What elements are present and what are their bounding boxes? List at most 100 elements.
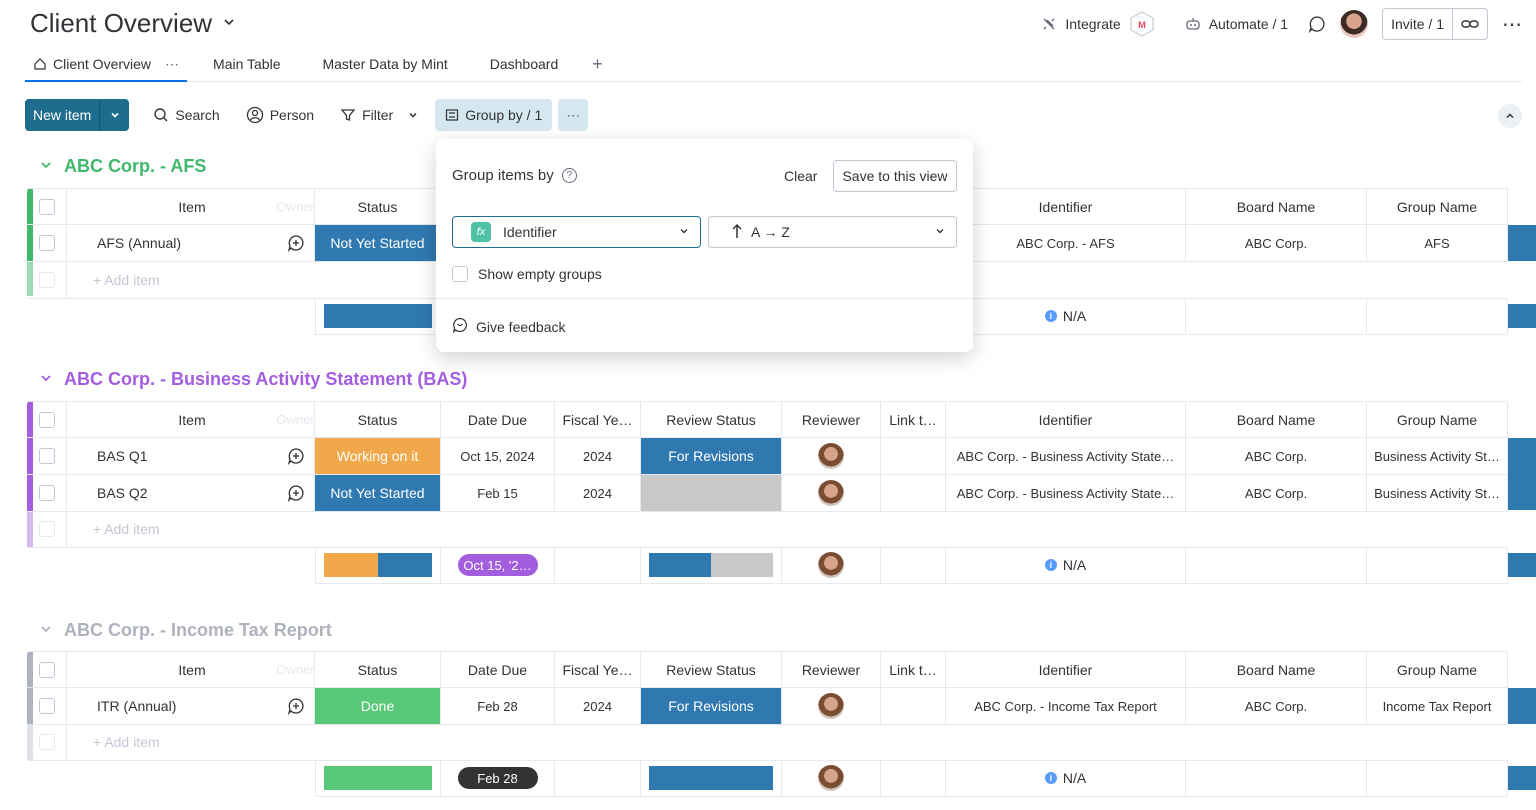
show-empty-groups-option[interactable]: Show empty groups [452, 266, 602, 282]
reviewer-avatar[interactable] [818, 480, 844, 506]
more-toolbar-button[interactable]: ⋯ [558, 99, 589, 131]
review-status-cell[interactable]: For Revisions [641, 438, 782, 475]
filter-button[interactable]: Filter [330, 99, 429, 131]
add-view-button[interactable]: + [592, 53, 603, 74]
identifier-column-header[interactable]: Identifier [946, 188, 1186, 225]
reviewer-cell[interactable] [782, 688, 881, 725]
link-column-header[interactable]: Link t… [881, 401, 946, 438]
review-status-column-header[interactable]: Review Status [641, 401, 782, 438]
board-name-cell[interactable]: ABC Corp. [1186, 688, 1367, 725]
row-checkbox[interactable] [38, 698, 55, 714]
fiscal-year-column-header[interactable]: Fiscal Ye… [555, 651, 641, 688]
board-name-cell[interactable]: ABC Corp. [1186, 475, 1367, 512]
date-due-cell[interactable]: Feb 15 [441, 475, 555, 512]
group-title-bas[interactable]: ABC Corp. - Business Activity Statement … [40, 369, 467, 390]
identifier-column-header[interactable]: Identifier [946, 401, 1186, 438]
add-item-row[interactable]: + Add item [27, 724, 1508, 761]
group-name-cell[interactable]: AFS [1367, 225, 1508, 262]
group-by-button[interactable]: Group by / 1 [435, 99, 553, 131]
reviewer-column-header[interactable]: Reviewer [782, 401, 881, 438]
group-name-cell[interactable]: Business Activity St… [1367, 438, 1508, 475]
chevron-down-icon[interactable] [222, 15, 236, 32]
add-item-input[interactable]: + Add item [67, 724, 1508, 761]
add-item-row[interactable]: + Add item [27, 511, 1508, 548]
item-column-header[interactable]: Item [67, 651, 277, 688]
review-status-column-header[interactable]: Review Status [641, 651, 782, 688]
item-name-cell[interactable]: BAS Q1 [67, 438, 277, 475]
select-all-cell[interactable] [27, 188, 67, 225]
chat-icon[interactable] [1308, 15, 1326, 33]
board-name-cell[interactable]: ABC Corp. [1186, 438, 1367, 475]
item-column-header[interactable]: Item [67, 188, 277, 225]
group-name-column-header[interactable]: Group Name [1367, 401, 1508, 438]
chevron-down-icon[interactable] [678, 224, 690, 240]
search-button[interactable]: Search [143, 99, 229, 131]
status-cell[interactable]: Not Yet Started [315, 475, 441, 512]
item-name-cell[interactable]: ITR (Annual) [67, 688, 277, 725]
clear-button[interactable]: Clear [784, 168, 818, 184]
item-name-cell[interactable]: BAS Q2 [67, 475, 277, 512]
row-select-cell[interactable] [27, 225, 67, 262]
tab-more-icon[interactable]: ⋯ [165, 55, 180, 72]
reviewer-cell[interactable] [782, 438, 881, 475]
board-name-column-header[interactable]: Board Name [1186, 651, 1367, 688]
add-update-icon[interactable] [287, 234, 305, 252]
row-select-cell[interactable] [27, 688, 67, 725]
more-options-icon[interactable]: ⋯ [1502, 13, 1522, 36]
link-cell[interactable] [881, 438, 946, 475]
status-column-header[interactable]: Status [315, 188, 441, 225]
select-all-cell[interactable] [27, 651, 67, 688]
fiscal-year-cell[interactable]: 2024 [555, 688, 641, 725]
updates-cell[interactable] [277, 225, 315, 262]
board-name-column-header[interactable]: Board Name [1186, 401, 1367, 438]
add-update-icon[interactable] [287, 447, 305, 465]
date-due-column-header[interactable]: Date Due [441, 651, 555, 688]
row-select-cell[interactable] [27, 438, 67, 475]
tab-dashboard[interactable]: Dashboard [482, 48, 567, 80]
group-title-itr[interactable]: ABC Corp. - Income Tax Report [40, 620, 332, 641]
row-select-cell[interactable] [27, 475, 67, 512]
updates-cell[interactable] [277, 475, 315, 512]
status-cell[interactable]: Done [315, 688, 441, 725]
row-checkbox[interactable] [38, 448, 55, 464]
board-title[interactable]: Client Overview [30, 8, 236, 39]
fiscal-year-column-header[interactable]: Fiscal Ye… [555, 401, 641, 438]
updates-cell[interactable] [277, 438, 315, 475]
select-all-checkbox[interactable] [38, 411, 55, 428]
review-status-cell[interactable]: For Revisions [641, 688, 782, 725]
status-cell[interactable]: Working on it [315, 438, 441, 475]
chevron-down-icon[interactable] [407, 109, 419, 121]
board-name-cell[interactable]: ABC Corp. [1186, 225, 1367, 262]
reviewer-avatar[interactable] [818, 443, 844, 469]
identifier-cell[interactable]: ABC Corp. - AFS [946, 225, 1186, 262]
group-name-column-header[interactable]: Group Name [1367, 188, 1508, 225]
date-due-cell[interactable]: Oct 15, 2024 [441, 438, 555, 475]
group-name-cell[interactable]: Business Activity St… [1367, 475, 1508, 512]
group-column-select[interactable]: fx Identifier [452, 216, 701, 248]
reviewer-cell[interactable] [782, 475, 881, 512]
select-all-checkbox[interactable] [38, 661, 55, 678]
chevron-down-icon[interactable] [40, 372, 52, 387]
show-empty-groups-checkbox[interactable] [452, 266, 468, 282]
give-feedback-link[interactable]: Give feedback [452, 317, 566, 336]
chevron-down-icon[interactable] [934, 224, 946, 240]
link-column-header[interactable]: Link t… [881, 651, 946, 688]
collapse-header-button[interactable] [1498, 104, 1522, 128]
select-all-cell[interactable] [27, 401, 67, 438]
date-due-cell[interactable]: Feb 28 [441, 688, 555, 725]
group-name-cell[interactable]: Income Tax Report [1367, 688, 1508, 725]
chevron-down-icon[interactable] [99, 99, 129, 131]
select-all-checkbox[interactable] [38, 198, 55, 215]
row-checkbox[interactable] [38, 235, 55, 251]
sort-order-select[interactable]: A → Z [708, 216, 957, 248]
item-name-cell[interactable]: AFS (Annual) [67, 225, 277, 262]
add-update-icon[interactable] [287, 484, 305, 502]
review-status-cell[interactable] [641, 475, 782, 512]
integrate-button[interactable]: Integrate M [1041, 10, 1154, 38]
fiscal-year-cell[interactable]: 2024 [555, 438, 641, 475]
date-due-column-header[interactable]: Date Due [441, 401, 555, 438]
tab-main-table[interactable]: Main Table [205, 48, 288, 80]
identifier-cell[interactable]: ABC Corp. - Income Tax Report [946, 688, 1186, 725]
chevron-down-icon[interactable] [40, 623, 52, 638]
add-item-input[interactable]: + Add item [67, 511, 1508, 548]
